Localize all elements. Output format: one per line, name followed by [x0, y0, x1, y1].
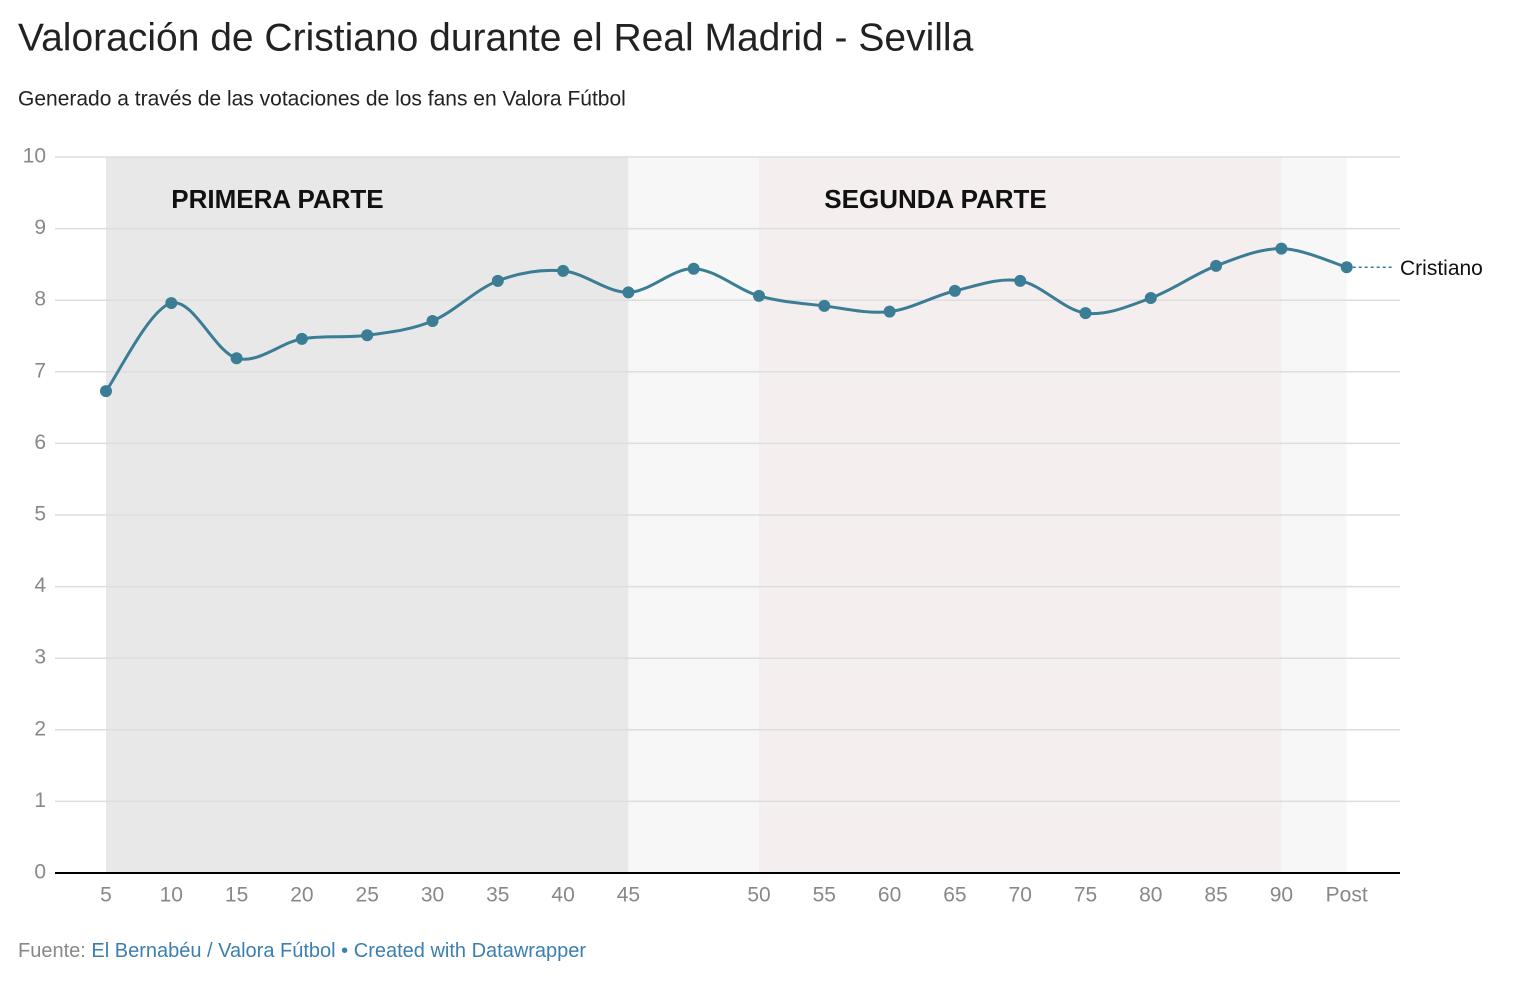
x-tick-label: 10 [160, 884, 183, 907]
y-tick-label: 3 [34, 646, 46, 669]
y-tick-label: 6 [34, 431, 46, 454]
range-label: SEGUNDA PARTE [824, 184, 1046, 214]
x-tick-label: 70 [1009, 884, 1032, 907]
y-tick-label: 8 [34, 288, 46, 311]
credit-link[interactable]: Created with Datawrapper [354, 940, 587, 962]
data-point [1210, 259, 1223, 272]
y-tick-label: 2 [34, 717, 46, 740]
x-tick-label: 20 [290, 884, 313, 907]
y-tick-label: 5 [34, 503, 46, 526]
data-point [361, 329, 374, 342]
x-tick-label: 80 [1139, 884, 1162, 907]
y-tick-label: 1 [34, 789, 46, 812]
data-point [165, 297, 178, 310]
data-point [295, 332, 308, 345]
x-tick-label: 90 [1270, 884, 1293, 907]
data-point [100, 385, 112, 398]
x-tick-label: 35 [486, 884, 509, 907]
y-tick-label: 0 [34, 861, 46, 884]
data-point [687, 262, 700, 275]
data-point [1144, 292, 1157, 305]
y-tick-label: 7 [34, 359, 46, 382]
x-tick-label: 5 [100, 884, 112, 907]
x-tick-label: 25 [356, 884, 379, 907]
data-point [883, 305, 896, 318]
x-tick-label: 60 [878, 884, 901, 907]
y-tick-label: 4 [34, 574, 46, 597]
x-tick-label: 55 [813, 884, 836, 907]
data-point [230, 352, 243, 365]
range-label: PRIMERA PARTE [171, 184, 383, 214]
data-point [1079, 307, 1092, 320]
x-tick-label: 65 [943, 884, 966, 907]
x-tick-label: 15 [225, 884, 248, 907]
series-label: Cristiano [1400, 257, 1483, 280]
source-link[interactable]: El Bernabéu / Valora Fútbol [91, 940, 335, 962]
data-point [753, 289, 765, 302]
data-point [948, 284, 961, 297]
data-point [426, 314, 439, 327]
y-tick-label: 10 [23, 145, 46, 168]
chart-title: Valoración de Cristiano durante el Real … [18, 16, 974, 59]
data-point [1014, 274, 1027, 287]
footer: Fuente: El Bernabéu / Valora Fútbol • Cr… [18, 940, 586, 962]
x-tick-label: 75 [1074, 884, 1097, 907]
data-point [557, 264, 570, 277]
x-tick-label: 40 [551, 884, 574, 907]
x-tick-label: 45 [617, 884, 640, 907]
separator: • [341, 940, 348, 962]
chart-subtitle: Generado a través de las votaciones de l… [18, 88, 626, 111]
y-tick-label: 9 [34, 216, 46, 239]
x-tick-label: Post [1326, 884, 1368, 907]
data-point [818, 299, 831, 312]
x-tick-label: 85 [1204, 884, 1227, 907]
data-point [491, 274, 504, 287]
data-point [1340, 261, 1353, 274]
x-tick-label: 50 [747, 884, 770, 907]
data-point [622, 286, 635, 299]
source-label: Fuente: [18, 940, 86, 962]
data-point [1275, 242, 1288, 255]
x-tick-label: 30 [421, 884, 444, 907]
